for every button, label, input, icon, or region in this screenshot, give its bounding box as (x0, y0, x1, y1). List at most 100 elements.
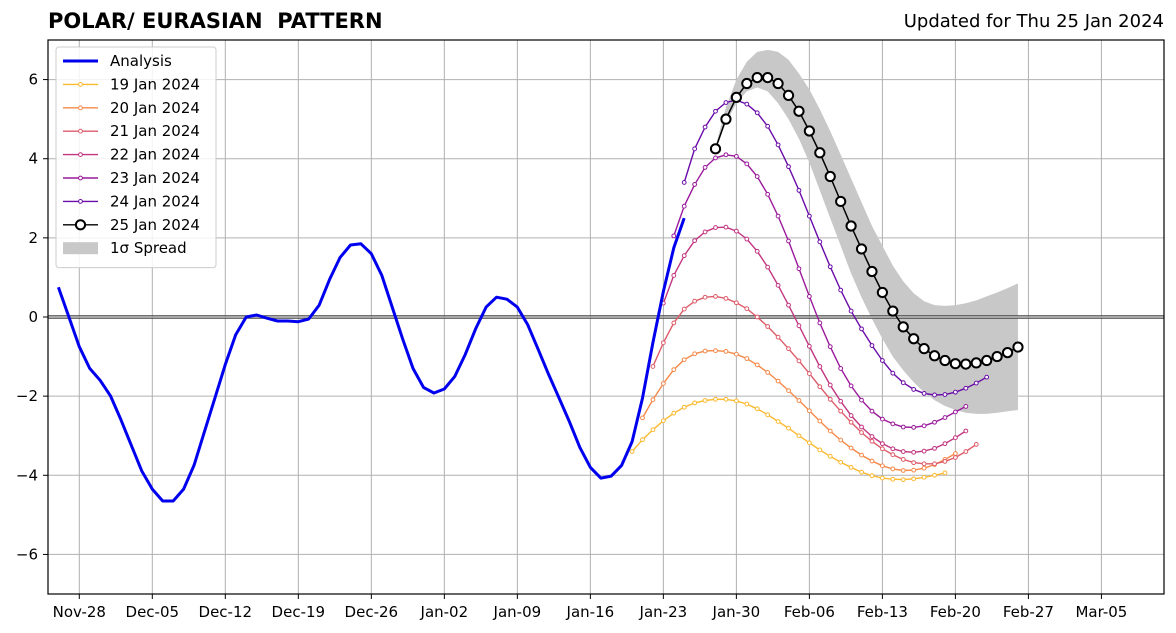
data-point (671, 233, 677, 239)
data-point (806, 294, 812, 299)
series-forecast-latest (709, 71, 1024, 370)
data-point (702, 229, 708, 235)
data-point (824, 170, 836, 183)
data-point (859, 397, 864, 403)
legend-item: 23 Jan 2024 (63, 169, 200, 187)
data-point (765, 370, 771, 375)
data-point (796, 323, 802, 329)
x-tick-label: Feb-20 (930, 603, 981, 621)
data-point (855, 243, 868, 255)
data-point (900, 468, 906, 473)
legend-item: 1σ Spread (63, 239, 187, 257)
data-point (911, 476, 917, 482)
data-point (733, 300, 739, 306)
data-point (692, 182, 698, 187)
data-point (970, 357, 982, 369)
data-point (733, 351, 739, 357)
data-point (827, 344, 833, 350)
data-point (939, 354, 951, 367)
data-point (723, 396, 729, 402)
data-point (921, 465, 927, 471)
data-point (744, 401, 750, 407)
data-point (681, 180, 687, 185)
data-point (911, 387, 917, 392)
data-point (1001, 347, 1014, 359)
data-point (671, 320, 677, 326)
data-point (900, 424, 906, 430)
data-point (928, 350, 941, 362)
legend-marker (78, 105, 83, 111)
x-tick-label: Dec-19 (272, 603, 326, 621)
data-point (973, 442, 979, 447)
data-point (786, 346, 791, 352)
y-tick-label: −6 (16, 545, 38, 563)
data-point (890, 452, 896, 458)
data-point (817, 320, 823, 326)
chart-title: POLAR/ EURASIAN PATTERN (48, 9, 383, 33)
data-point (772, 77, 784, 90)
data-point (702, 165, 708, 170)
data-point (879, 463, 885, 469)
data-point (660, 381, 666, 386)
legend-label: 19 Jan 2024 (110, 75, 200, 93)
data-point (803, 125, 815, 137)
legend-box (55, 46, 217, 269)
x-tick-label: Dec-12 (199, 603, 253, 621)
data-point (723, 349, 729, 354)
x-axis: Nov-28 Dec-05 Dec-12 Dec-19 Dec-26 Jan-02 Jan-… (53, 594, 1127, 621)
data-point (827, 382, 833, 388)
series-forecast-5 (671, 152, 969, 430)
data-point (744, 356, 750, 361)
data-point (786, 302, 791, 308)
legend-item: Analysis (63, 52, 172, 70)
spread-band (715, 49, 1018, 414)
data-point (681, 404, 687, 410)
data-point (900, 449, 906, 454)
data-point (640, 415, 645, 421)
data-point (744, 161, 750, 167)
data-point (911, 460, 917, 466)
legend-item: 21 Jan 2024 (63, 122, 200, 140)
x-tick-label: Mar-05 (1075, 603, 1127, 621)
data-point (949, 358, 962, 370)
data-point (848, 413, 854, 418)
x-tick-label: Feb-06 (784, 603, 835, 621)
data-point (859, 326, 864, 332)
data-point (890, 370, 896, 376)
data-point (733, 153, 739, 159)
data-point (911, 425, 917, 430)
legend-label: 20 Jan 2024 (110, 99, 200, 117)
data-point (786, 388, 791, 394)
data-point (702, 294, 708, 300)
data-point (754, 174, 760, 179)
x-tick-label: Dec-26 (345, 603, 399, 621)
data-point (754, 362, 760, 368)
data-point (650, 364, 656, 369)
legend-label: 24 Jan 2024 (110, 192, 200, 210)
legend-label: 25 Jan 2024 (110, 216, 200, 234)
data-point (918, 343, 930, 355)
data-point (713, 108, 718, 114)
data-point (900, 477, 906, 483)
data-point (723, 296, 729, 301)
x-tick-label: Dec-05 (126, 603, 180, 621)
legend-label: 21 Jan 2024 (110, 122, 200, 140)
data-point (838, 366, 844, 371)
data-point (713, 396, 718, 402)
data-point (953, 409, 958, 415)
data-point (713, 225, 718, 230)
data-point (692, 351, 698, 357)
data-point (879, 446, 885, 452)
data-point (692, 238, 698, 244)
data-point (806, 440, 812, 446)
data-point (838, 287, 844, 293)
data-point (953, 455, 958, 460)
series-forecast-4 (660, 224, 969, 455)
data-point (775, 419, 781, 424)
data-point (692, 298, 698, 304)
x-tick-label: Jan-02 (420, 603, 469, 621)
data-point (817, 384, 823, 390)
data-point (890, 466, 896, 472)
data-point (890, 421, 896, 427)
data-point (692, 146, 698, 152)
